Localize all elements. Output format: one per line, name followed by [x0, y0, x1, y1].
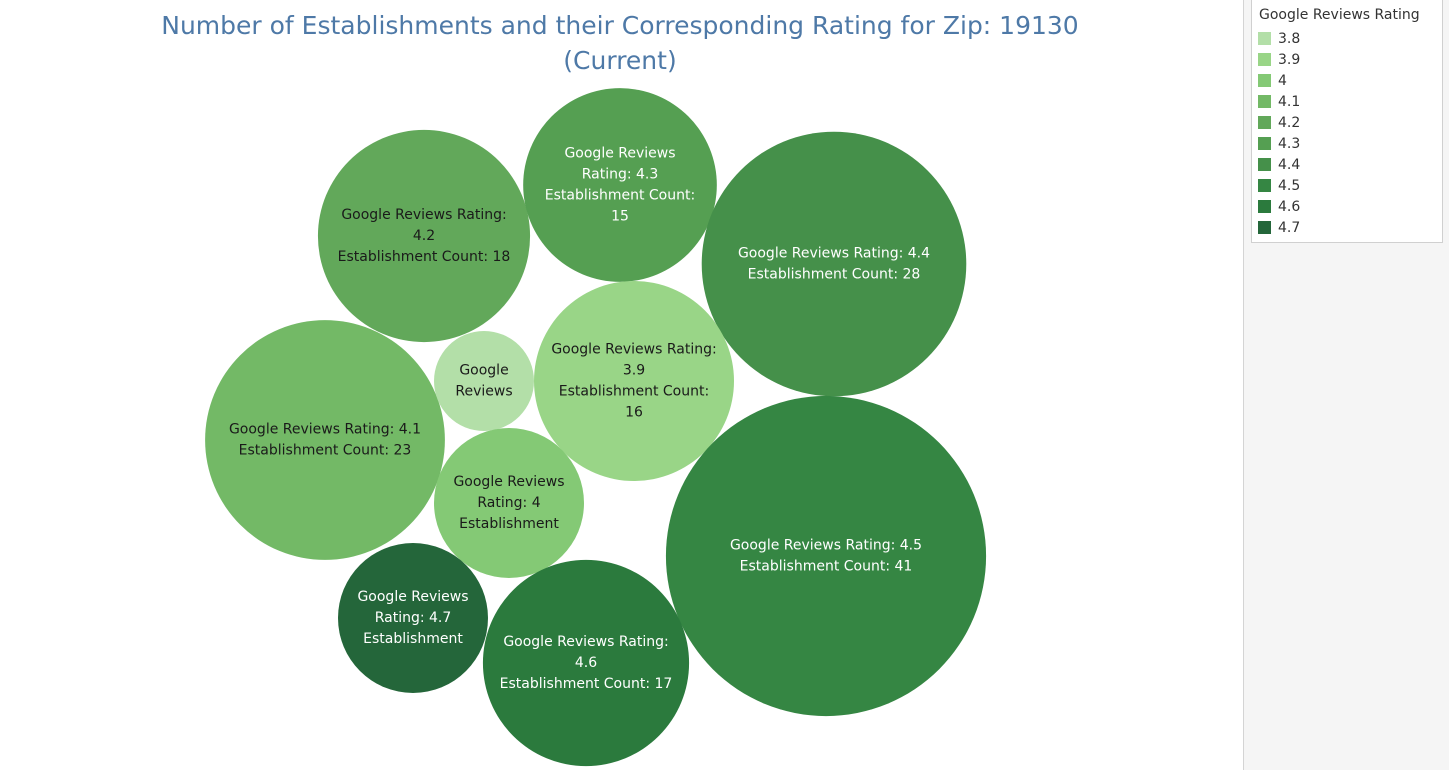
bubble-label: Google Reviews Rating: 4.5 [730, 538, 922, 554]
bubble-circle[interactable] [523, 88, 717, 282]
legend-item[interactable]: 4 [1258, 70, 1442, 91]
bubble-circle[interactable] [434, 331, 534, 431]
bubble-circle[interactable] [317, 129, 531, 343]
legend-label: 3.8 [1278, 30, 1301, 47]
legend-items: 3.8 3.9 4 4.1 4.2 4.3 4.4 4.5 4.6 4.7 [1252, 28, 1442, 238]
bubble-label: Establishment Count: 23 [239, 443, 412, 459]
legend-item[interactable]: 3.8 [1258, 28, 1442, 49]
bubble-label: Google Reviews Rating: [341, 207, 506, 223]
bubble-label: Establishment Count: [559, 384, 709, 400]
color-legend: Google Reviews Rating 3.8 3.9 4 4.1 4.2 4.3 4.… [1251, 0, 1443, 243]
bubble-circle[interactable] [701, 131, 967, 397]
bubble-label: Rating: 4.7 [375, 610, 452, 626]
bubble-circle[interactable] [434, 428, 584, 578]
bubble-label: Establishment Count: [545, 188, 695, 204]
legend-item[interactable]: 4.5 [1258, 175, 1442, 196]
bubble-label: 4.6 [575, 655, 597, 671]
legend-swatch [1258, 74, 1271, 87]
bubble-chart: Google Reviews Rating: 4.2 Establishment C… [205, 88, 987, 767]
bubble-label: Google Reviews Rating: 4.1 [229, 422, 421, 438]
legend-swatch [1258, 221, 1271, 234]
bubble-rating-4-3[interactable]: Google Reviews Rating: 4.3 Establishment C… [523, 88, 717, 282]
bubble-label: Reviews [455, 384, 512, 400]
bubble-rating-4-4[interactable]: Google Reviews Rating: 4.4 Establishment … [701, 131, 967, 397]
legend-item[interactable]: 4.7 [1258, 217, 1442, 238]
bubble-label: 3.9 [623, 363, 645, 379]
legend-label: 4.6 [1278, 198, 1301, 215]
bubble-rating-4[interactable]: Google Reviews Rating: 4 Establishment [434, 428, 584, 578]
bubble-label: Establishment [459, 516, 559, 532]
bubble-label: 16 [625, 405, 643, 421]
chart-area: Number of Establishments and their Corre… [140, 8, 1100, 767]
legend-item[interactable]: 4.2 [1258, 112, 1442, 133]
legend-swatch [1258, 53, 1271, 66]
legend-item[interactable]: 4.6 [1258, 196, 1442, 217]
bubble-label: Google [459, 363, 508, 379]
bubble-label: Google Reviews [453, 474, 564, 490]
bubble-label: Google Reviews Rating: [551, 342, 716, 358]
legend-label: 4.3 [1278, 135, 1301, 152]
chart-title-line-1: Number of Establishments and their Corre… [161, 11, 1079, 40]
bubble-circle[interactable] [338, 543, 488, 693]
legend-label: 3.9 [1278, 51, 1301, 68]
legend-swatch [1258, 200, 1271, 213]
bubble-circle[interactable] [534, 281, 734, 481]
chart-title-line-2: (Current) [563, 46, 677, 75]
bubble-label: 15 [611, 209, 629, 225]
bubble-rating-4-2[interactable]: Google Reviews Rating: 4.2 Establishment C… [317, 129, 531, 343]
bubble-label: Google Reviews [357, 589, 468, 605]
bubble-circle[interactable] [665, 395, 987, 717]
legend-item[interactable]: 4.4 [1258, 154, 1442, 175]
legend-swatch [1258, 137, 1271, 150]
bubble-rating-3-9[interactable]: Google Reviews Rating: 3.9 Establishment C… [534, 281, 734, 481]
legend-item[interactable]: 3.9 [1258, 49, 1442, 70]
legend-item[interactable]: 4.3 [1258, 133, 1442, 154]
bubble-rating-4-6[interactable]: Google Reviews Rating: 4.6 Establishment C… [482, 559, 690, 767]
bubble-label: Google Reviews Rating: 4.4 [738, 246, 930, 262]
bubble-label: Google Reviews Rating: [503, 634, 668, 650]
bubble-label: Establishment Count: 28 [748, 267, 921, 283]
bubble-circle[interactable] [205, 320, 445, 560]
legend-title: Google Reviews Rating [1259, 7, 1420, 23]
bubble-label: 4.2 [413, 228, 435, 244]
legend-label: 4.5 [1278, 177, 1301, 194]
legend-label: 4.1 [1278, 93, 1301, 110]
legend-swatch [1258, 158, 1271, 171]
chart-title: Number of Establishments and their Corre… [140, 8, 1100, 78]
legend-label: 4.7 [1278, 219, 1301, 236]
legend-label: 4 [1278, 72, 1287, 89]
bubble-label: Google Reviews [564, 146, 675, 162]
bubble-rating-4-7[interactable]: Google Reviews Rating: 4.7 Establishment [338, 543, 488, 693]
bubble-label: Rating: 4 [477, 495, 540, 511]
side-panel: Google Reviews Rating 3.8 3.9 4 4.1 4.2 4.3 4.… [1243, 0, 1449, 770]
legend-swatch [1258, 95, 1271, 108]
bubble-label: Establishment Count: 18 [338, 249, 511, 265]
bubble-label: Rating: 4.3 [582, 167, 659, 183]
bubble-label: Establishment [363, 631, 463, 647]
legend-label: 4.4 [1278, 156, 1301, 173]
legend-swatch [1258, 116, 1271, 129]
bubble-label: Establishment Count: 17 [500, 676, 673, 692]
legend-label: 4.2 [1278, 114, 1301, 131]
legend-swatch [1258, 179, 1271, 192]
bubble-rating-4-5[interactable]: Google Reviews Rating: 4.5 Establishment … [665, 395, 987, 717]
bubble-circle[interactable] [482, 559, 690, 767]
bubble-label: Establishment Count: 41 [740, 559, 913, 575]
legend-swatch [1258, 32, 1271, 45]
bubble-rating-4-1[interactable]: Google Reviews Rating: 4.1 Establishment … [205, 320, 445, 560]
bubble-rating-3-8[interactable]: Google Reviews [434, 331, 534, 431]
legend-item[interactable]: 4.1 [1258, 91, 1442, 112]
